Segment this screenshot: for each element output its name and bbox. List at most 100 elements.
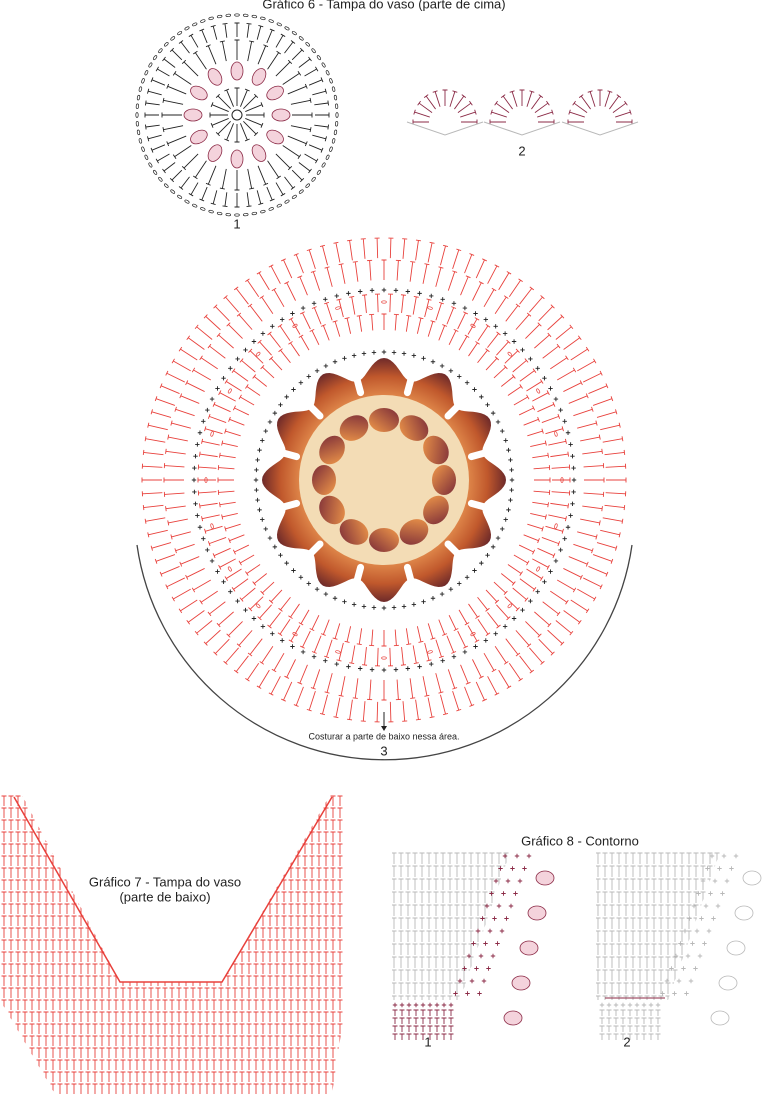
stitch [596,409,618,418]
stitch [218,963,224,974]
stitch [693,956,699,968]
stitch [634,1033,640,1040]
stitch [176,1059,182,1070]
stitch [183,795,189,806]
stitch [183,807,189,818]
stitch [665,917,671,929]
stitch [8,1047,14,1058]
stitch [29,831,35,842]
stitch [8,1059,14,1070]
stitch [36,999,42,1010]
stitch [596,930,601,942]
stitch [413,1017,419,1024]
stitch [246,807,252,818]
stitch [194,620,213,636]
stitch [246,795,252,806]
stitch [281,975,287,986]
stitch [541,537,561,547]
stitch [245,118,264,128]
stitch [419,930,425,942]
stitch [169,1023,175,1034]
stitch [651,956,657,968]
stitch [468,943,474,955]
stitch [190,795,196,806]
stitch [309,879,315,890]
stitch [360,701,366,722]
stitch [64,819,70,830]
stitch [693,917,699,929]
stitch [596,542,618,551]
stitch [92,915,98,926]
stitch [246,963,252,974]
stitch [295,795,301,806]
stitch [288,1035,294,1046]
stitch [92,903,98,914]
stitch [295,963,301,974]
stitch [22,927,28,938]
stitch [197,490,217,496]
stitch [245,384,261,396]
stitch [648,1009,654,1016]
stitch [298,334,310,351]
stitch [627,1009,633,1016]
stitch [148,1071,154,1082]
stitch [634,1017,640,1024]
stitch [337,831,343,842]
stitch [239,963,245,974]
chain [333,94,338,101]
stitch [422,676,430,697]
stitch [501,891,506,896]
stitch [392,956,397,968]
stitch [162,903,168,914]
stitch [489,878,495,890]
stitch [197,903,203,914]
stitch [520,347,525,353]
stitch [281,1059,287,1070]
stitch [281,855,287,866]
bobble [432,465,456,495]
stitch [686,917,692,929]
stitch [22,999,28,1010]
stitch [64,1059,70,1070]
stitch [92,963,98,974]
stitch [532,558,550,570]
stitch [433,917,439,929]
stitch [468,956,474,968]
stitch [337,963,343,974]
stitch [545,426,564,435]
stitch [232,795,238,806]
stitch [309,939,315,950]
stitch [472,568,477,573]
stitch [435,266,444,287]
stitch [672,852,678,864]
stitch [387,293,394,313]
stitch [505,638,521,657]
stitch [15,963,21,974]
stitch [106,999,112,1010]
stitch [36,1023,42,1034]
stitch [440,917,446,929]
stitch [548,569,553,574]
stitch [290,311,295,316]
stitch [458,334,470,351]
stitch [197,1047,203,1058]
stitch [78,819,84,830]
stitch [691,903,697,909]
stitch [448,1025,454,1032]
stitch [411,353,417,358]
stitch [15,1059,21,1070]
stitch [106,843,112,854]
stitch [71,879,77,890]
stitch [489,865,495,877]
stitch [602,969,608,981]
bobble [312,465,336,495]
stitch [127,795,133,806]
stitch [422,263,430,284]
stitch [609,956,615,968]
stitch [405,995,411,1000]
stitch [496,903,502,909]
stitch [412,891,418,903]
stitch [274,1035,280,1046]
stitch [412,956,418,968]
stitch [120,987,126,998]
